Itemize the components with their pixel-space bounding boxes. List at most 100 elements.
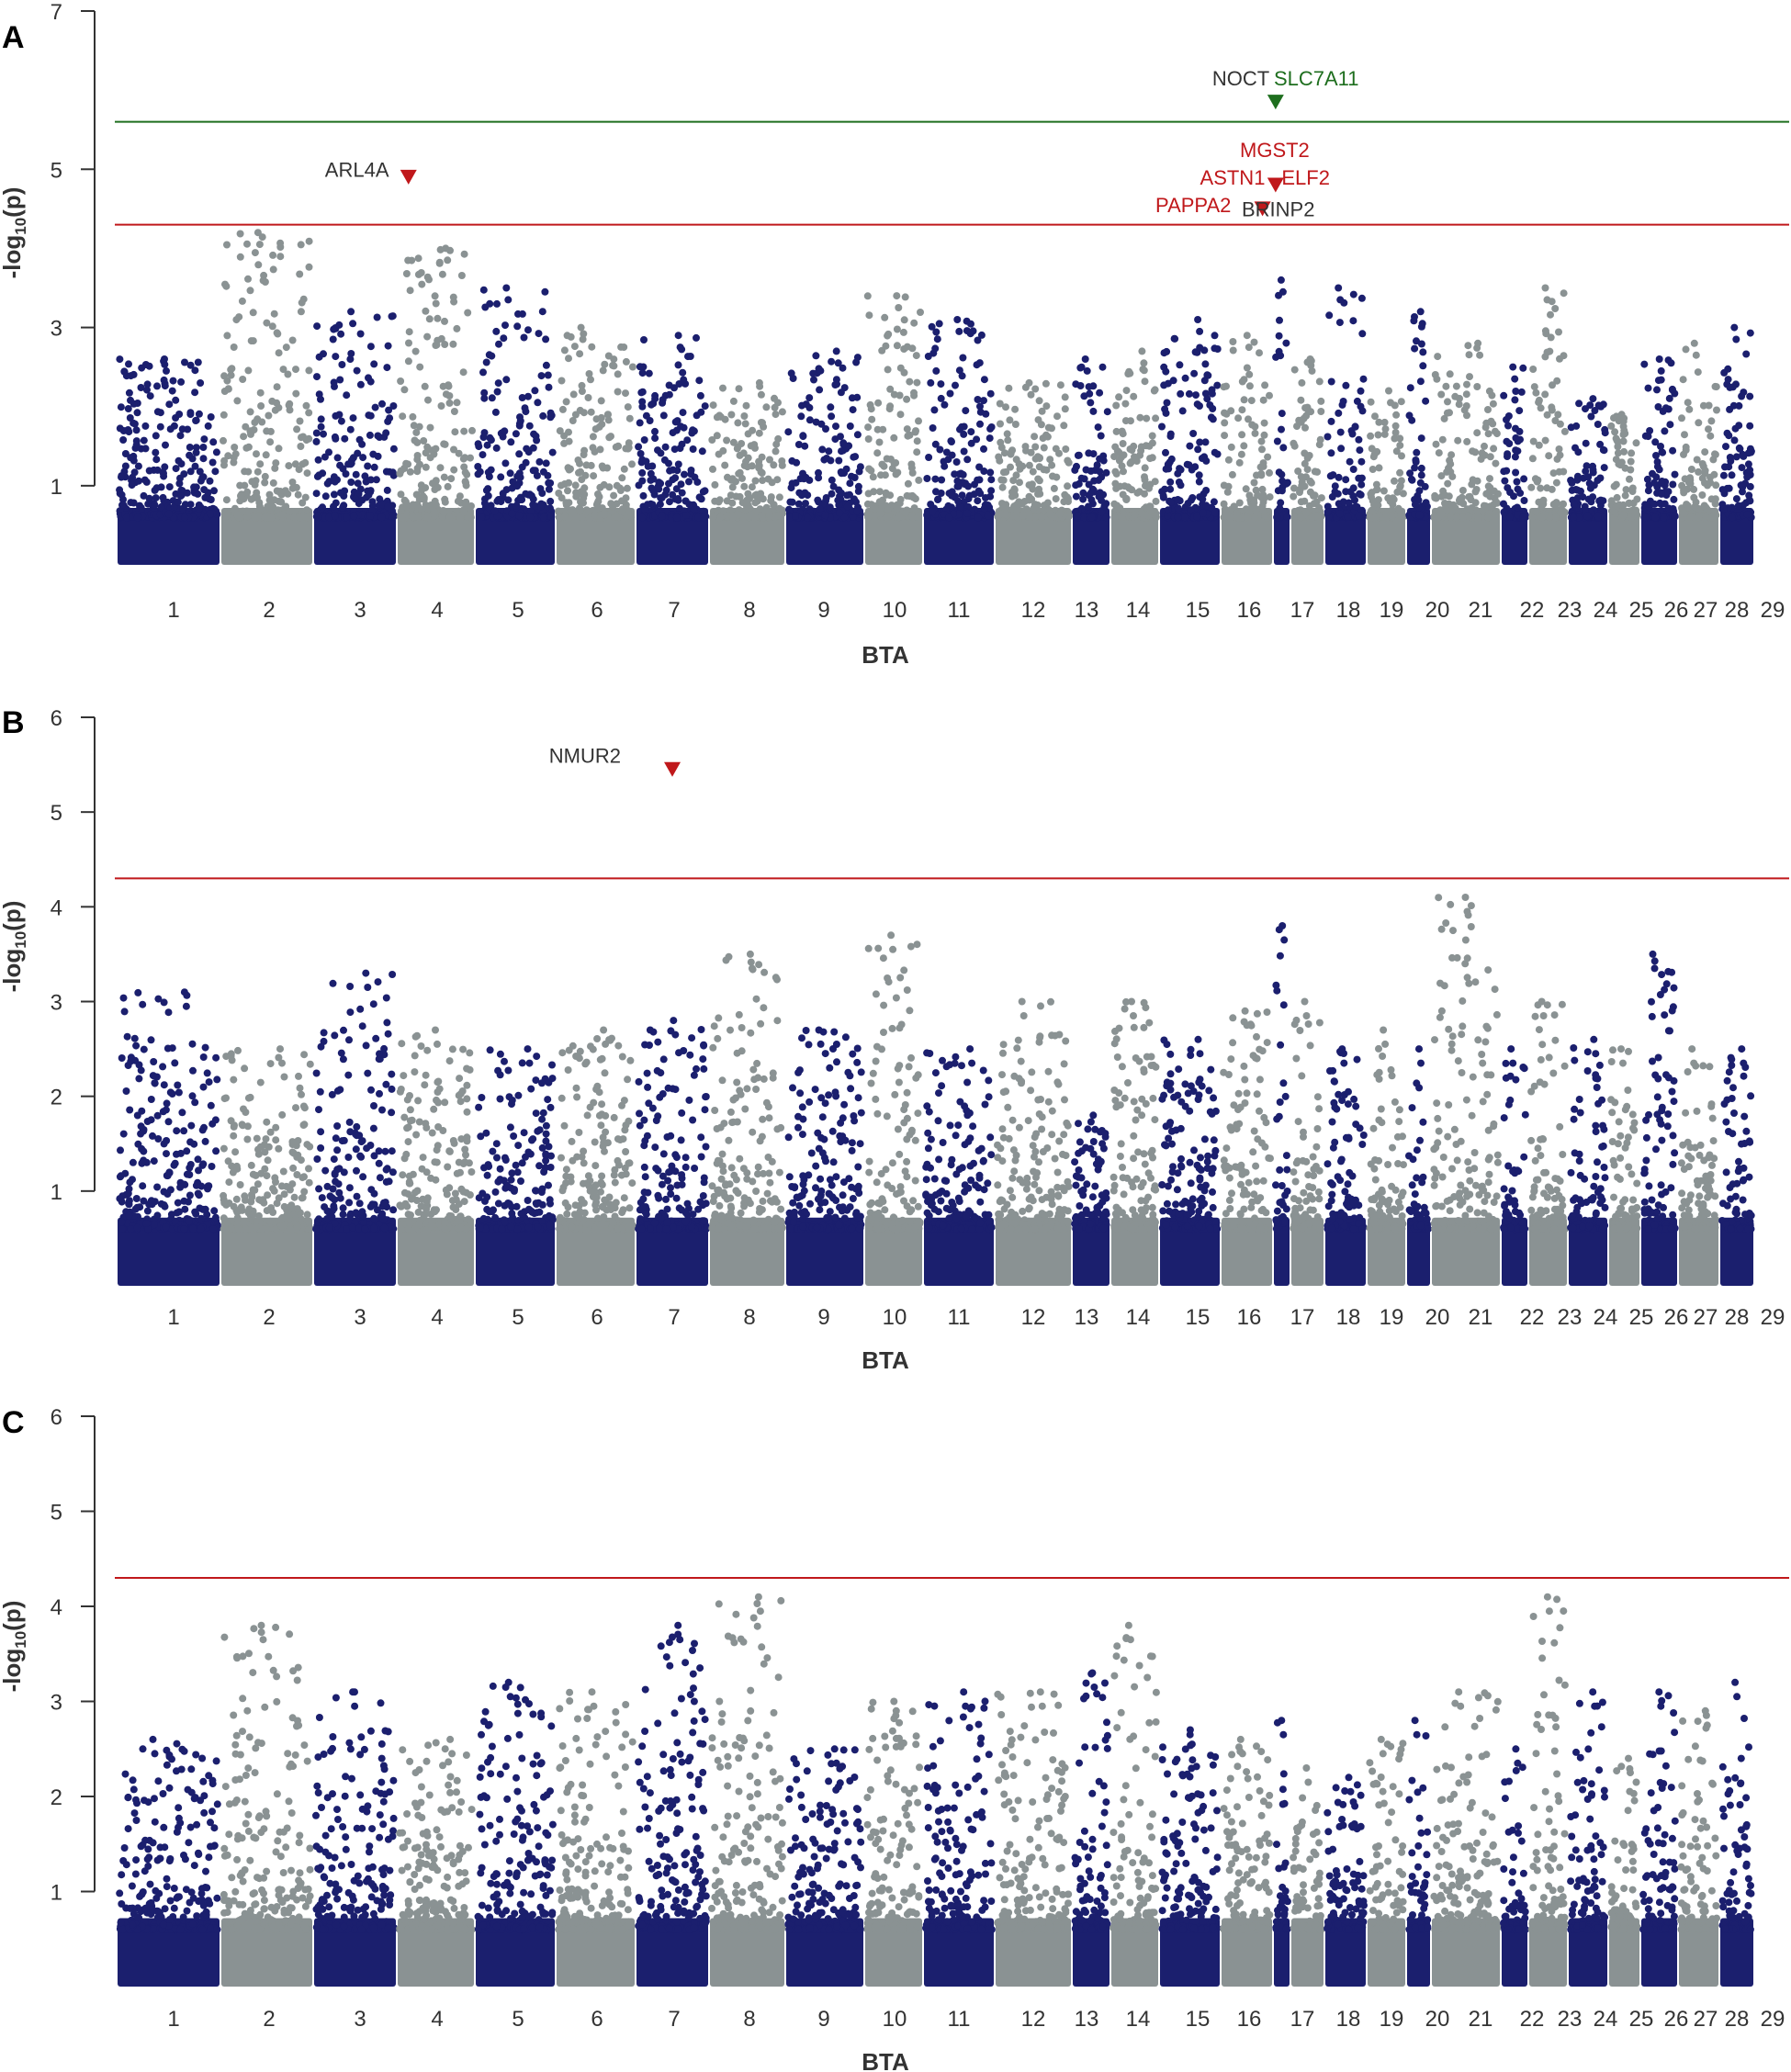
snp-point xyxy=(1575,400,1583,408)
snp-point xyxy=(569,417,577,424)
snp-point xyxy=(1419,362,1427,370)
hit-marker-green xyxy=(1267,95,1284,110)
snp-point xyxy=(1380,430,1389,438)
snp-point xyxy=(298,1194,307,1201)
snp-point xyxy=(1242,505,1250,513)
snp-point xyxy=(176,474,184,482)
snp-point xyxy=(494,379,502,388)
y-tick-label: 5 xyxy=(51,158,62,183)
snp-point xyxy=(560,480,569,488)
snp-point xyxy=(1243,513,1251,521)
snp-point xyxy=(284,370,292,378)
snp-point xyxy=(831,435,839,444)
snp-point xyxy=(497,473,505,481)
snp-point xyxy=(1140,366,1148,375)
snp-point xyxy=(297,241,305,249)
snp-point xyxy=(542,361,550,369)
snp-point xyxy=(1037,513,1045,522)
dense-points-band xyxy=(710,507,784,565)
snp-point xyxy=(413,456,422,464)
snp-point xyxy=(435,259,444,267)
snp-point xyxy=(204,1182,212,1190)
snp-point xyxy=(758,453,766,461)
snp-point xyxy=(248,1193,256,1201)
snp-point xyxy=(953,316,962,323)
snp-point xyxy=(1049,472,1056,480)
snp-point xyxy=(933,335,941,343)
snp-point xyxy=(908,344,917,353)
snp-point xyxy=(645,369,653,377)
snp-point xyxy=(260,1199,268,1207)
chromosome-points-26 xyxy=(1607,411,1641,565)
snp-point xyxy=(1090,477,1098,485)
snp-point xyxy=(567,332,575,341)
snp-point xyxy=(1019,512,1027,520)
snp-point xyxy=(1282,339,1290,347)
snp-point xyxy=(1055,510,1064,518)
snp-point xyxy=(657,479,665,488)
snp-point xyxy=(162,441,169,449)
snp-point xyxy=(863,292,872,300)
snp-point xyxy=(230,1132,238,1140)
snp-point xyxy=(701,402,709,411)
snp-point xyxy=(440,473,448,481)
snp-point xyxy=(525,422,534,430)
snp-point xyxy=(1358,407,1367,415)
snp-point xyxy=(1612,480,1620,489)
snp-point xyxy=(492,444,501,452)
snp-point xyxy=(1474,339,1482,347)
snp-point xyxy=(1025,492,1033,501)
snp-point xyxy=(1279,444,1288,452)
snp-point xyxy=(166,1088,175,1097)
x-tick-label: 3 xyxy=(354,598,366,623)
snp-point xyxy=(493,388,501,396)
snp-point xyxy=(1607,422,1616,430)
snp-point xyxy=(1087,467,1095,475)
snp-point xyxy=(545,383,553,391)
snp-point xyxy=(1025,378,1033,387)
snp-point xyxy=(1094,423,1102,432)
snp-point xyxy=(428,446,436,455)
snp-point xyxy=(1335,409,1343,417)
snp-point xyxy=(1000,503,1008,512)
snp-point xyxy=(668,513,675,522)
snp-point xyxy=(409,501,417,509)
x-tick-label: 2 xyxy=(263,598,275,623)
snp-point xyxy=(280,1073,288,1081)
snp-point xyxy=(628,363,636,371)
snp-point xyxy=(574,456,582,464)
snp-point xyxy=(762,403,771,411)
snp-point xyxy=(388,1147,396,1155)
snp-point xyxy=(438,270,446,278)
snp-point xyxy=(1176,361,1184,369)
snp-point xyxy=(432,299,440,308)
snp-point xyxy=(1655,355,1663,363)
snp-point xyxy=(224,452,232,460)
snp-point xyxy=(345,1036,353,1044)
snp-point xyxy=(423,332,432,341)
snp-point xyxy=(402,270,411,277)
snp-point xyxy=(778,461,786,469)
snp-point xyxy=(437,334,445,343)
snp-point xyxy=(1600,464,1608,472)
snp-point xyxy=(299,1102,308,1110)
snp-point xyxy=(742,401,750,410)
snp-point xyxy=(535,330,543,338)
snp-point xyxy=(1027,390,1035,399)
snp-point xyxy=(805,416,814,424)
snp-point xyxy=(846,490,853,499)
snp-point xyxy=(163,1044,172,1053)
snp-point xyxy=(367,1086,375,1094)
snp-point xyxy=(371,403,379,411)
snp-point xyxy=(191,488,199,496)
snp-point xyxy=(374,978,382,986)
snp-point xyxy=(234,1046,242,1054)
snp-point xyxy=(1120,467,1127,476)
snp-point xyxy=(1317,397,1325,405)
snp-point xyxy=(211,467,220,476)
snp-point xyxy=(132,1195,141,1202)
snp-point xyxy=(165,400,174,409)
snp-point xyxy=(1583,512,1592,521)
snp-point xyxy=(671,495,680,503)
snp-point xyxy=(674,361,682,369)
